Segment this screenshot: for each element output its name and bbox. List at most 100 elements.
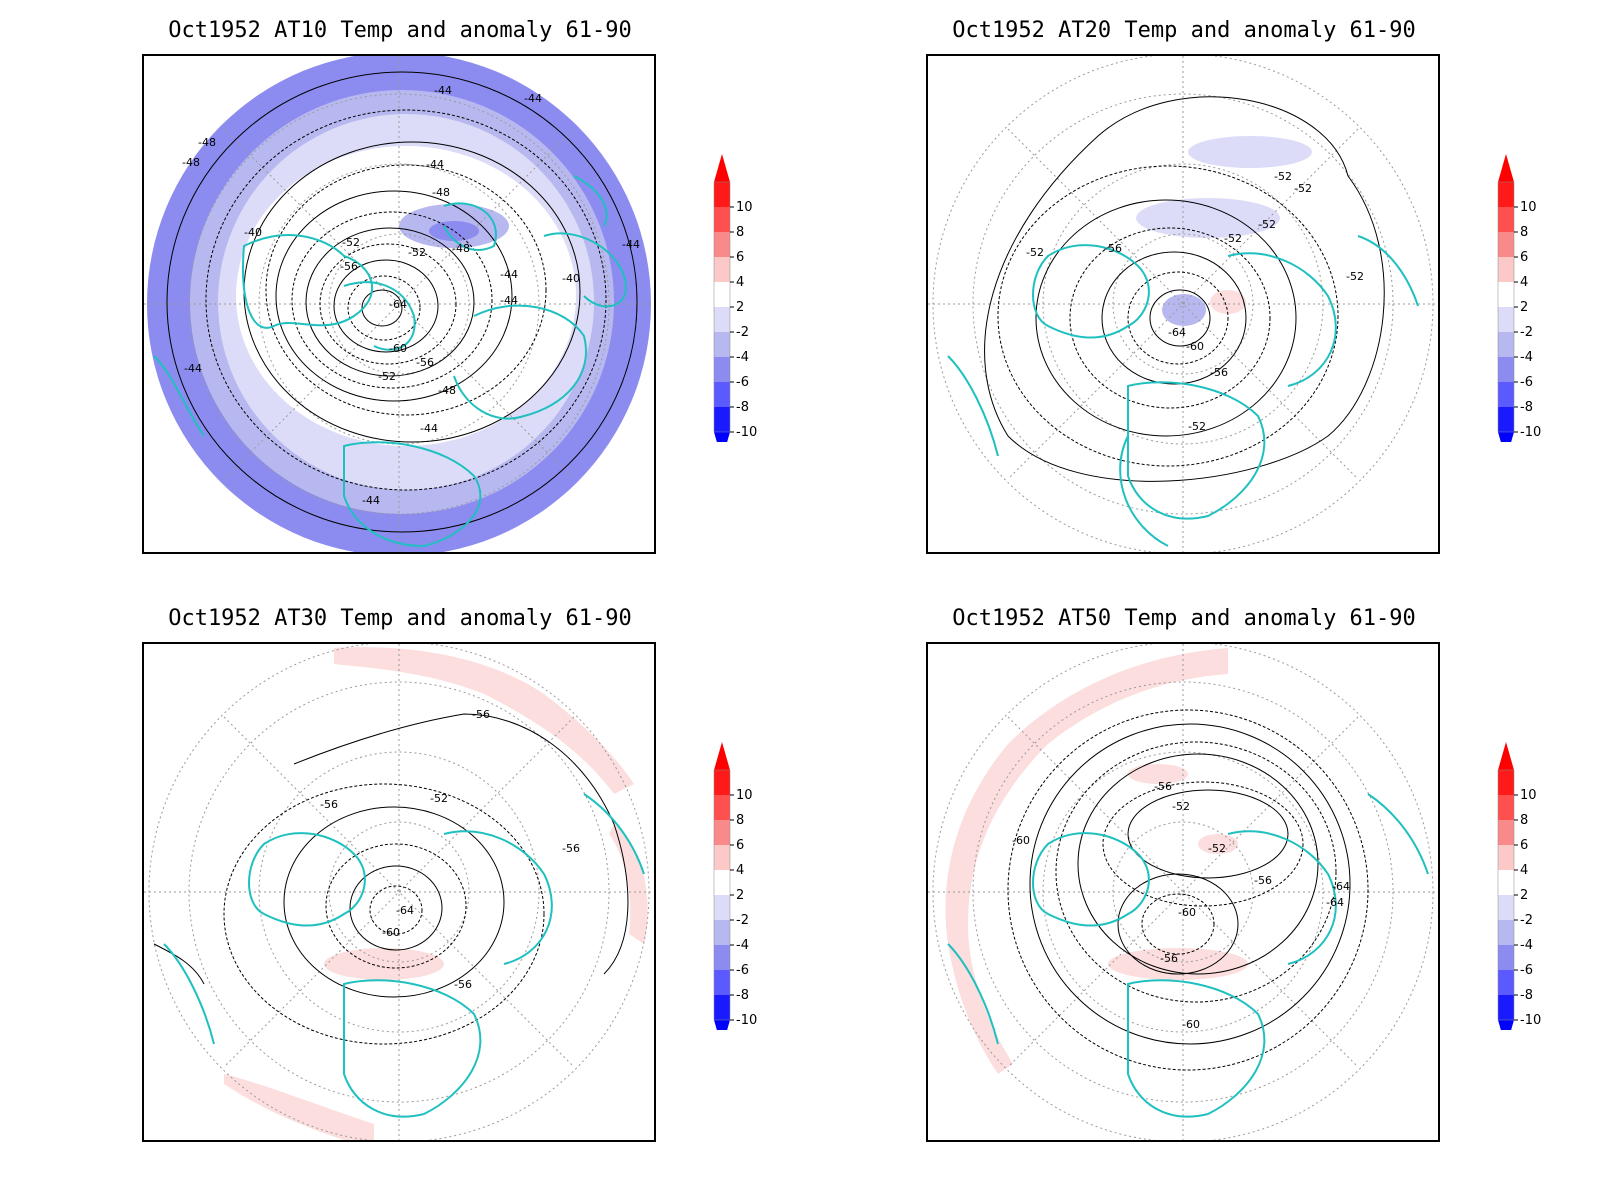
colorbar-segment <box>714 870 730 895</box>
svg-text:-44: -44 <box>500 294 518 307</box>
svg-text:-52: -52 <box>1188 420 1206 433</box>
colorbar-label: -4 <box>736 938 749 953</box>
colorbar-segment <box>714 407 730 432</box>
colorbar-segment <box>1498 770 1514 795</box>
svg-text:-48: -48 <box>452 242 470 255</box>
svg-text:-40: -40 <box>244 226 262 239</box>
contour-labels: -52 -52 -52 -52 -52 -56 -52 -64 -60 -56 … <box>1026 170 1364 433</box>
coastlines <box>947 235 1419 547</box>
colorbar-label: -4 <box>736 350 749 365</box>
svg-text:-60: -60 <box>1186 340 1204 353</box>
colorbar-label: 8 <box>1520 813 1528 828</box>
warm-anomaly-blob <box>324 948 444 980</box>
colorbar: 10 8 6 4 2 -2 -4 -6 -8 -10 <box>1488 152 1568 460</box>
panel-at30: Oct1952 AT30 Temp and anomaly 61-90 <box>140 606 920 1186</box>
colorbar-segment <box>1498 357 1514 382</box>
colorbar-label: 6 <box>1520 838 1528 853</box>
colorbar-svg: 10 8 6 4 2 -2 -4 -6 -8 -10 <box>713 742 757 1048</box>
panel-at50: Oct1952 AT50 Temp and anomaly 61-90 <box>924 606 1600 1186</box>
colorbar-segment <box>1498 920 1514 945</box>
map-svg: -48 -48 -44 -44 -44 -44 -40 -40 -48 -52 … <box>144 56 654 552</box>
colorbar-top-arrow <box>1498 154 1514 182</box>
anomaly-blob-core <box>429 221 479 241</box>
colorbar-segment <box>714 995 730 1020</box>
colorbar-segment <box>1498 945 1514 970</box>
svg-text:-52: -52 <box>1274 170 1292 183</box>
colorbar-segment <box>714 307 730 332</box>
contour-labels: -48 -48 -44 -44 -44 -44 -40 -40 -48 -52 … <box>182 84 640 507</box>
anomaly-blob-core <box>1162 294 1206 326</box>
colorbar-label: -10 <box>736 425 757 440</box>
svg-text:-48: -48 <box>432 186 450 199</box>
contour-labels: -56 -52 -60 -52 -56 -64 -64 -60 -56 -60 <box>1012 780 1350 1031</box>
colorbar-segment <box>1498 870 1514 895</box>
svg-text:-44: -44 <box>434 84 452 97</box>
warm-anomaly-blob <box>1210 290 1246 314</box>
colorbar-label: 2 <box>736 888 744 903</box>
svg-text:-56: -56 <box>562 842 580 855</box>
warm-anomaly-arc <box>945 648 1228 1074</box>
coastlines <box>163 793 645 1118</box>
polar-map[interactable]: -48 -48 -44 -44 -44 -44 -40 -40 -48 -52 … <box>142 54 656 554</box>
panel-title: Oct1952 AT30 Temp and anomaly 61-90 <box>168 606 632 631</box>
svg-text:-48: -48 <box>182 156 200 169</box>
colorbar-segment <box>714 357 730 382</box>
svg-text:-48: -48 <box>438 384 456 397</box>
colorbar-segment <box>1498 332 1514 357</box>
colorbar-label: 10 <box>1520 788 1537 803</box>
colorbar-segment <box>1498 232 1514 257</box>
polar-map[interactable]: -56 -52 -60 -52 -56 -64 -64 -60 -56 -60 <box>926 642 1440 1142</box>
colorbar-label: 10 <box>736 200 753 215</box>
svg-text:-56: -56 <box>1154 780 1172 793</box>
coastlines <box>153 175 627 548</box>
colorbar-label: 8 <box>736 225 744 240</box>
svg-text:-52: -52 <box>1346 270 1364 283</box>
lat-lon-grid <box>928 644 1438 1140</box>
colorbar-segment <box>1498 182 1514 207</box>
temperature-contours <box>984 96 1385 482</box>
polar-map[interactable]: -52 -52 -52 -52 -52 -56 -52 -64 -60 -56 … <box>926 54 1440 554</box>
colorbar-bottom-arrow <box>714 432 730 460</box>
colorbar-segment <box>714 795 730 820</box>
svg-text:-60: -60 <box>382 926 400 939</box>
colorbar-top-arrow <box>1498 742 1514 770</box>
colorbar-label: -8 <box>736 400 749 415</box>
temperature-contours <box>1007 709 1369 1071</box>
svg-text:-44: -44 <box>362 494 380 507</box>
svg-text:-56: -56 <box>416 356 434 369</box>
colorbar-label: -4 <box>1520 938 1533 953</box>
colorbar-label: 4 <box>736 863 744 878</box>
colorbar-top-arrow <box>714 742 730 770</box>
polar-map[interactable]: -56 -56 -52 -56 -64 -60 -56 <box>142 642 656 1142</box>
colorbar-label: -10 <box>736 1013 757 1028</box>
colorbar-segment <box>1498 795 1514 820</box>
colorbar-label: -2 <box>1520 325 1533 340</box>
colorbar-top-arrow <box>714 154 730 182</box>
svg-text:-64: -64 <box>1326 896 1344 909</box>
colorbar-segment <box>1498 307 1514 332</box>
svg-text:-52: -52 <box>1224 232 1242 245</box>
svg-text:-52: -52 <box>1258 218 1276 231</box>
svg-text:-56: -56 <box>454 978 472 991</box>
panel-title: Oct1952 AT10 Temp and anomaly 61-90 <box>168 18 632 43</box>
colorbar-label: -8 <box>1520 400 1533 415</box>
svg-text:-44: -44 <box>420 422 438 435</box>
svg-text:-60: -60 <box>1182 1018 1200 1031</box>
colorbar: 10 8 6 4 2 -2 -4 -6 -8 -10 <box>1488 740 1568 1048</box>
svg-text:-52: -52 <box>408 246 426 259</box>
svg-text:-52: -52 <box>1026 246 1044 259</box>
colorbar-segment <box>714 945 730 970</box>
svg-text:-56: -56 <box>320 798 338 811</box>
colorbar-label: 10 <box>1520 200 1537 215</box>
colorbar-label: 6 <box>736 250 744 265</box>
warm-anomaly-blob <box>1108 948 1248 980</box>
svg-text:-44: -44 <box>622 238 640 251</box>
svg-text:-52: -52 <box>1172 800 1190 813</box>
colorbar-label: 2 <box>1520 300 1528 315</box>
map-svg: -56 -52 -60 -52 -56 -64 -64 -60 -56 -60 <box>928 644 1438 1140</box>
colorbar-label: 6 <box>736 838 744 853</box>
colorbar-segment <box>714 970 730 995</box>
colorbar-segment <box>714 332 730 357</box>
colorbar-segment <box>714 920 730 945</box>
svg-text:-56: -56 <box>1254 874 1272 887</box>
